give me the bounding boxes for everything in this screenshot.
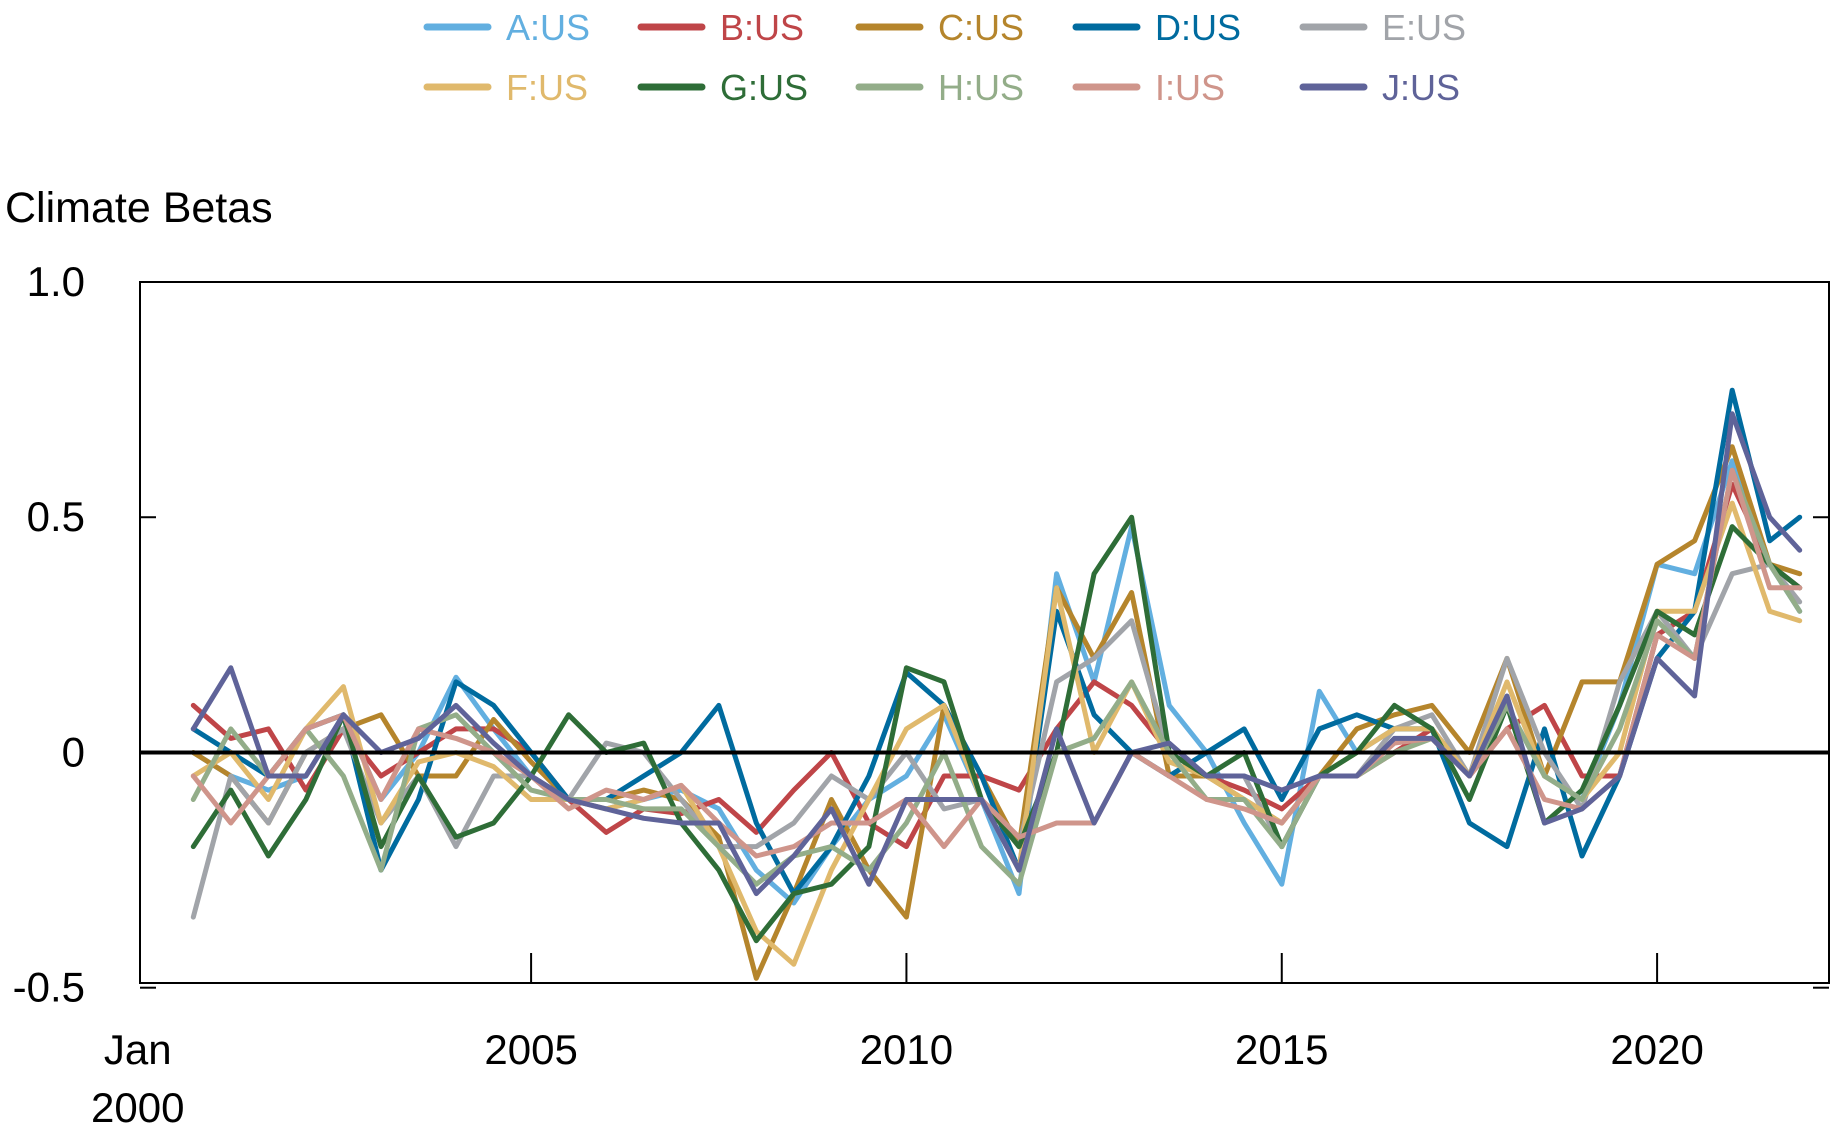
x-tick-label: 2010 [860, 1026, 953, 1073]
y-tick-label: 0 [62, 728, 85, 775]
legend-item-j-us: J:US [1299, 67, 1460, 108]
legend-label: I:US [1155, 67, 1225, 108]
legend-item-b-us: B:US [637, 7, 804, 48]
y-tick-label: 0.5 [27, 493, 85, 540]
legend: A:US B:US C:US D:US E:US F:US G:US H:US I:US J:US [423, 7, 1466, 108]
legend-label: J:US [1382, 67, 1460, 108]
legend-item-i-us: I:US [1072, 67, 1225, 108]
series-layer [190, 387, 1803, 981]
series-line-j-us [190, 411, 1803, 897]
series-line-c-us [190, 444, 1803, 981]
legend-label: G:US [720, 67, 808, 108]
legend-item-h-us: H:US [855, 67, 1024, 108]
x-tick-label: 2020 [1610, 1026, 1703, 1073]
legend-item-g-us: G:US [637, 67, 808, 108]
x-tick-label: Jan [104, 1026, 172, 1073]
legend-label: E:US [1382, 7, 1466, 48]
legend-item-c-us: C:US [855, 7, 1024, 48]
legend-item-d-us: D:US [1072, 7, 1241, 48]
legend-item-f-us: F:US [423, 67, 588, 108]
x-tick-label-year: 2000 [91, 1084, 184, 1129]
legend-label: D:US [1155, 7, 1241, 48]
y-axis-title: Climate Betas [5, 184, 273, 232]
plot-frame [139, 281, 1830, 984]
series-line-b-us [190, 481, 1803, 850]
x-tick-label: 2015 [1235, 1026, 1328, 1073]
legend-label: H:US [938, 67, 1024, 108]
series-line-i-us [190, 467, 1803, 859]
legend-label: C:US [938, 7, 1024, 48]
x-tick-label: 2005 [484, 1026, 577, 1073]
series-line-a-us [190, 458, 1803, 906]
legend-label: B:US [720, 7, 804, 48]
y-tick-label: 1.0 [27, 258, 85, 305]
legend-label: F:US [506, 67, 588, 108]
axes: 1.0 0.5 0 -0.5 Jan 2000 2005 2010 2015 2020 [13, 258, 1830, 1129]
series-line-h-us [190, 467, 1803, 887]
legend-label: A:US [506, 7, 590, 48]
y-tick-label: -0.5 [13, 964, 85, 1011]
legend-item-e-us: E:US [1299, 7, 1466, 48]
legend-item-a-us: A:US [423, 7, 590, 48]
